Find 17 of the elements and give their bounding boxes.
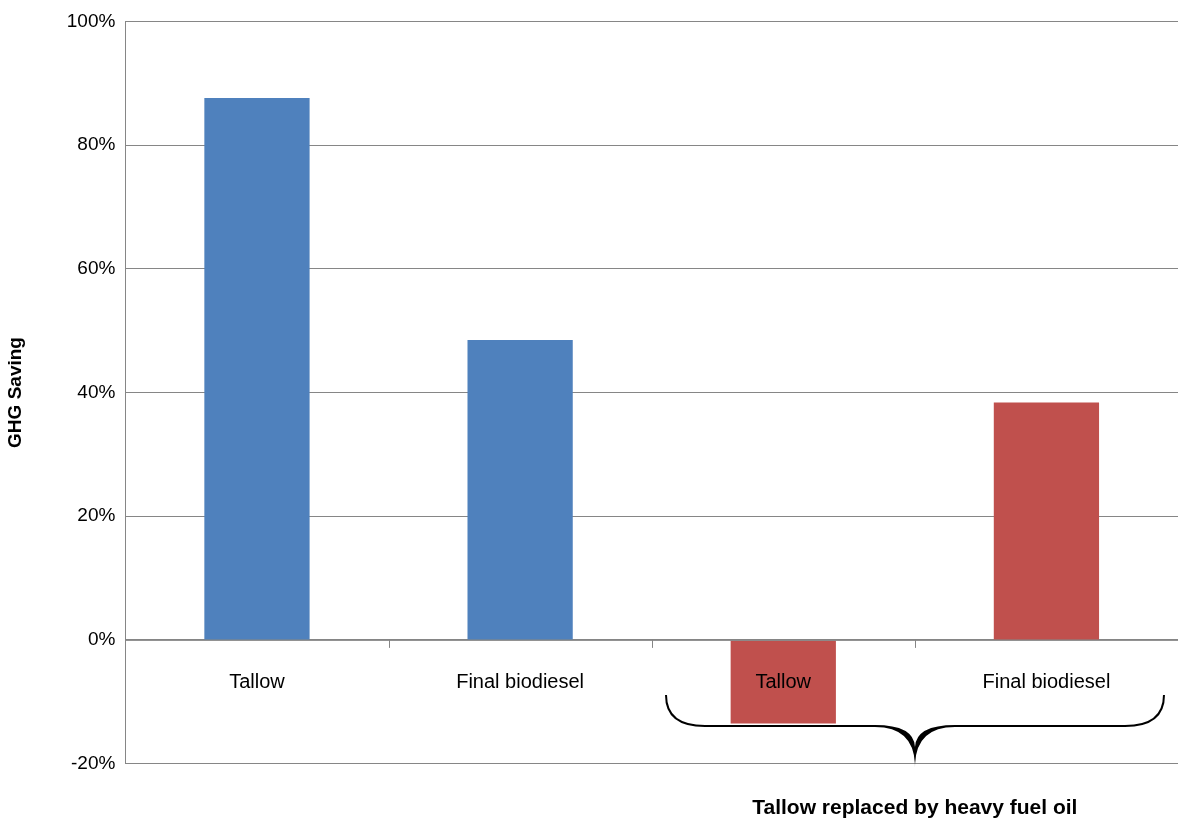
y-tick-label: 40%	[77, 380, 116, 402]
y-axis-title: GHG Saving	[3, 337, 25, 448]
x-tick-label: Final biodiesel	[456, 670, 585, 693]
bar	[993, 402, 1100, 640]
bar	[467, 339, 573, 640]
y-tick-label: 100%	[66, 9, 116, 31]
y-tick-label: 0%	[87, 628, 116, 650]
y-tick-label: -20%	[71, 751, 116, 773]
x-tick-label: Final biodiesel	[982, 670, 1111, 693]
y-tick-label: 20%	[77, 504, 116, 526]
text: Tallow replaced by heavy fuel oil	[751, 795, 1079, 819]
bar	[730, 640, 836, 724]
x-tick-label: Tallow	[229, 670, 286, 693]
y-tick-label: 60%	[77, 257, 116, 279]
bar	[204, 98, 310, 640]
x-tick-label: Tallow	[755, 670, 812, 693]
y-tick-label: 80%	[77, 133, 116, 155]
